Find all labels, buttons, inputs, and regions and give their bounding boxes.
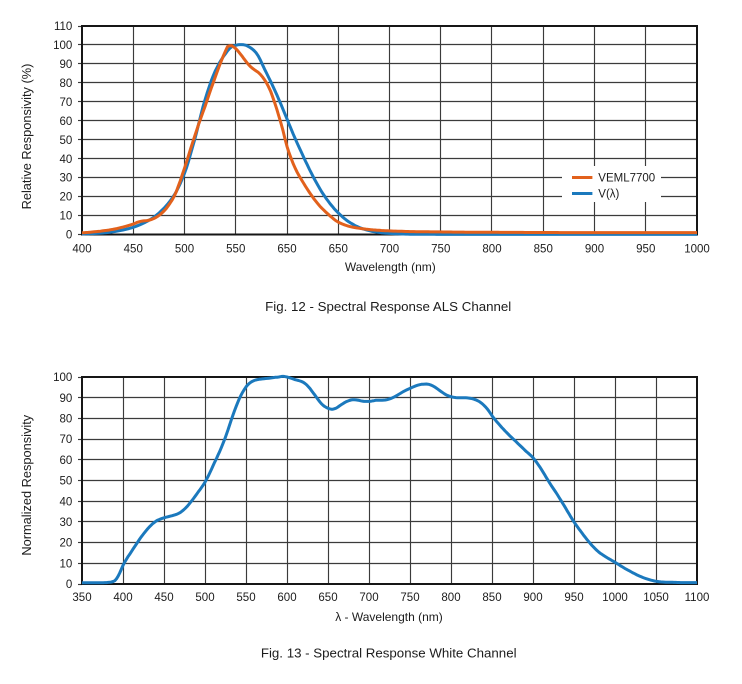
svg-text:1050: 1050: [643, 592, 669, 604]
svg-text:20: 20: [60, 192, 73, 204]
svg-text:750: 750: [431, 244, 450, 256]
svg-text:1100: 1100: [685, 592, 710, 604]
svg-text:10: 10: [60, 211, 73, 223]
svg-text:850: 850: [482, 592, 501, 604]
svg-text:350: 350: [72, 592, 91, 604]
svg-text:700: 700: [380, 244, 399, 256]
svg-text:550: 550: [236, 592, 255, 604]
svg-text:Wavelength (nm): Wavelength (nm): [345, 260, 436, 274]
svg-text:0: 0: [66, 230, 72, 242]
svg-text:90: 90: [60, 393, 73, 405]
svg-text:Fig. 12 - Spectral Response AL: Fig. 12 - Spectral Response ALS Channel: [265, 299, 511, 314]
svg-text:60: 60: [60, 116, 73, 128]
svg-text:500: 500: [195, 592, 214, 604]
svg-text:900: 900: [585, 244, 604, 256]
svg-text:1000: 1000: [684, 244, 710, 256]
svg-text:650: 650: [318, 592, 337, 604]
svg-text:400: 400: [113, 592, 132, 604]
svg-text:VEML7700: VEML7700: [598, 172, 655, 184]
svg-text:0: 0: [66, 579, 72, 591]
svg-text:650: 650: [329, 244, 348, 256]
svg-text:70: 70: [60, 434, 73, 446]
svg-text:550: 550: [226, 244, 245, 256]
svg-text:100: 100: [53, 372, 72, 384]
svg-text:60: 60: [60, 455, 73, 467]
svg-text:10: 10: [60, 558, 73, 570]
svg-text:900: 900: [523, 592, 542, 604]
svg-text:20: 20: [60, 538, 73, 550]
svg-text:Normalized Responsivity: Normalized Responsivity: [19, 414, 34, 555]
svg-text:800: 800: [441, 592, 460, 604]
svg-text:λ - Wavelength (nm): λ - Wavelength (nm): [335, 610, 443, 624]
svg-text:100: 100: [53, 40, 72, 52]
svg-text:500: 500: [175, 244, 194, 256]
svg-text:450: 450: [124, 244, 143, 256]
svg-text:70: 70: [60, 97, 73, 109]
svg-text:50: 50: [60, 476, 73, 488]
svg-text:90: 90: [60, 59, 73, 71]
svg-text:400: 400: [72, 244, 91, 256]
svg-text:850: 850: [534, 244, 553, 256]
svg-text:950: 950: [636, 244, 655, 256]
svg-text:80: 80: [60, 414, 73, 426]
svg-text:30: 30: [60, 517, 73, 529]
svg-text:1000: 1000: [602, 592, 628, 604]
svg-text:40: 40: [60, 496, 73, 508]
svg-text:650: 650: [277, 244, 296, 256]
svg-text:30: 30: [60, 173, 73, 185]
svg-text:40: 40: [60, 154, 73, 166]
svg-text:600: 600: [277, 592, 296, 604]
svg-text:950: 950: [564, 592, 583, 604]
svg-text:800: 800: [482, 244, 501, 256]
svg-text:700: 700: [359, 592, 378, 604]
svg-text:110: 110: [54, 21, 72, 33]
svg-text:Relative Responsivity (%): Relative Responsivity (%): [19, 64, 34, 210]
svg-text:750: 750: [400, 592, 419, 604]
svg-text:Fig. 13 - Spectral Response Wh: Fig. 13 - Spectral Response White Channe…: [261, 646, 517, 661]
svg-text:450: 450: [154, 592, 173, 604]
svg-text:50: 50: [60, 135, 73, 147]
svg-text:80: 80: [60, 78, 73, 90]
svg-text:V(λ): V(λ): [598, 188, 619, 200]
